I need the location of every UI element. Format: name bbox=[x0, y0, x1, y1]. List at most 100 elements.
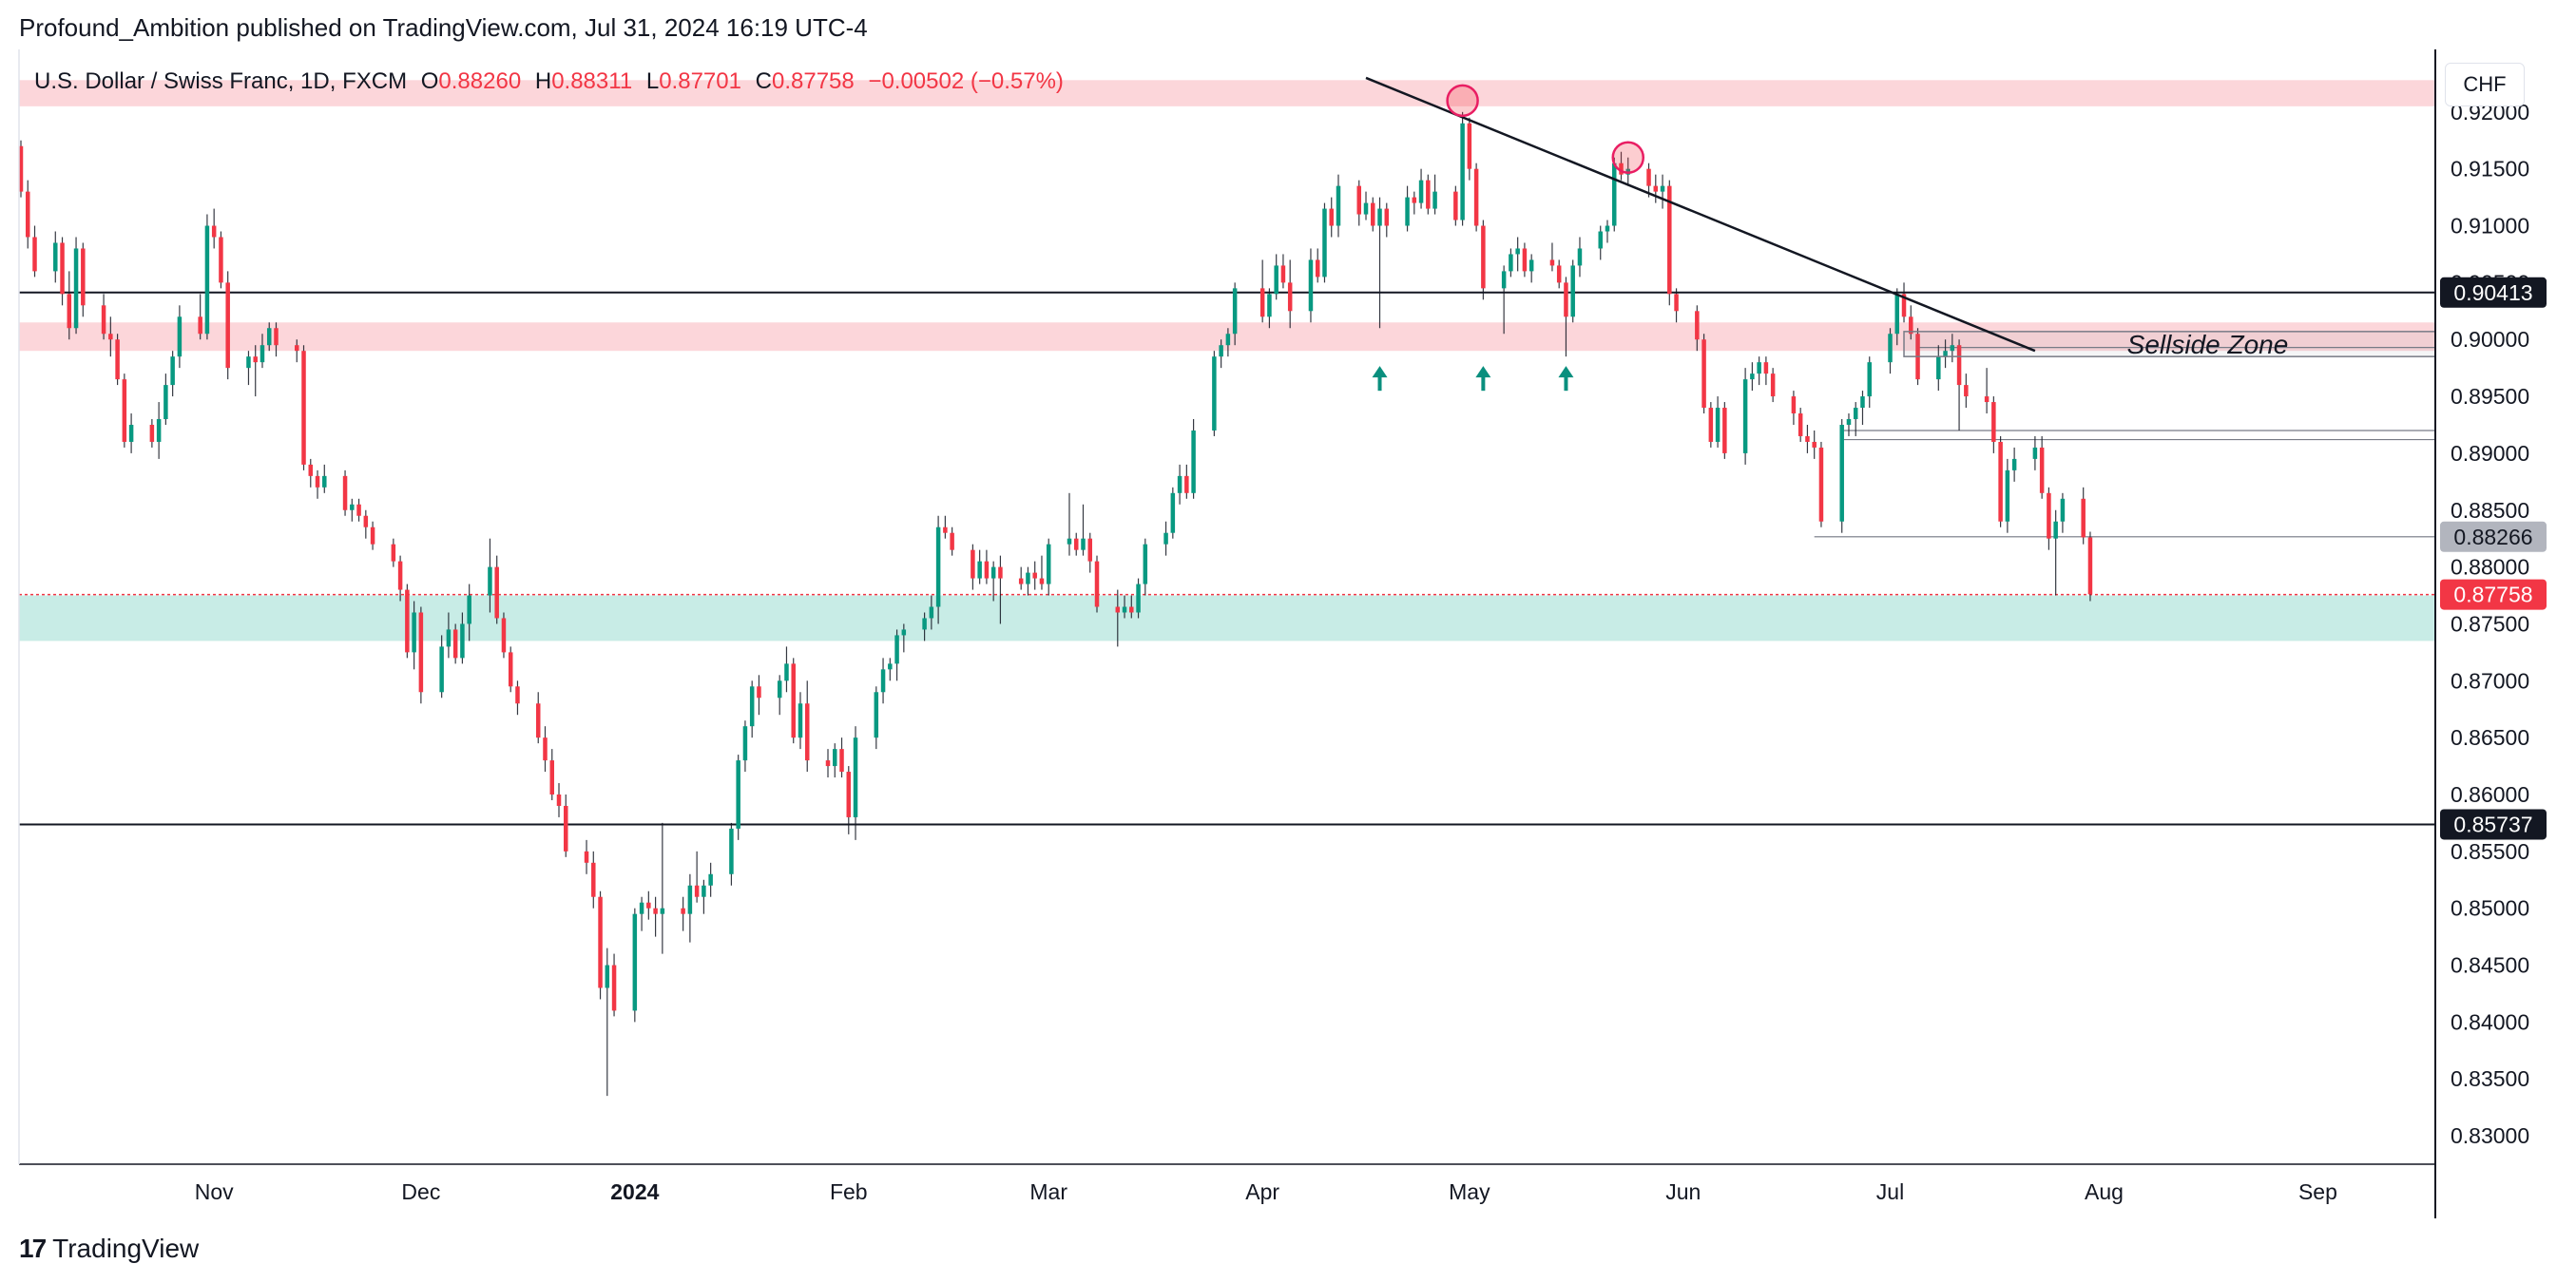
candle bbox=[1163, 521, 1168, 556]
y-tick-label: 0.84000 bbox=[2451, 1009, 2529, 1034]
candle-body-up bbox=[1163, 532, 1168, 545]
candle bbox=[350, 498, 355, 522]
candle bbox=[1750, 362, 1755, 392]
candle-body-down bbox=[342, 475, 348, 510]
candle-body-up bbox=[1046, 544, 1051, 584]
candle bbox=[1212, 351, 1217, 436]
candle bbox=[2039, 435, 2045, 499]
candle-body-down bbox=[2047, 492, 2051, 539]
candle bbox=[356, 498, 361, 522]
candle bbox=[736, 755, 740, 840]
candle bbox=[1405, 185, 1410, 232]
low-label: L bbox=[645, 68, 660, 94]
candle-body-up bbox=[177, 316, 183, 357]
candle-body-up bbox=[1509, 254, 1513, 272]
candle-body-down bbox=[984, 561, 990, 579]
candle-body-down bbox=[1701, 339, 1706, 409]
up-arrow-head bbox=[1475, 366, 1491, 378]
candle-body-up bbox=[1377, 208, 1382, 226]
candle-body-up bbox=[687, 885, 693, 914]
candle bbox=[888, 658, 893, 681]
candle bbox=[1853, 402, 1858, 436]
x-tick-label: Apr bbox=[1245, 1179, 1279, 1204]
candle-body-up bbox=[874, 692, 879, 738]
candle-body-down bbox=[1901, 294, 1907, 317]
candle-body-down bbox=[1556, 265, 1562, 283]
tradingview-logo-icon: 17 bbox=[19, 1234, 47, 1263]
candle-body-down bbox=[1018, 578, 1024, 584]
candle-body-up bbox=[977, 561, 982, 579]
candle bbox=[591, 851, 596, 909]
candle bbox=[1232, 282, 1238, 346]
candle-body-down bbox=[301, 351, 306, 465]
candle-body-up bbox=[1598, 231, 1603, 249]
candle-body-up bbox=[833, 749, 837, 767]
candle-body-up bbox=[1894, 294, 1900, 335]
candle-body-down bbox=[1708, 408, 1714, 442]
candle bbox=[990, 561, 996, 602]
x-tick-label: Dec bbox=[401, 1179, 440, 1204]
candle bbox=[1308, 248, 1314, 323]
candle-body-down bbox=[1184, 475, 1189, 493]
candle-body-up bbox=[798, 703, 803, 738]
candle-body-up bbox=[639, 902, 644, 914]
candle-body-down bbox=[1674, 294, 1679, 312]
candle-body-up bbox=[777, 680, 782, 699]
tradingview-brand: TradingView bbox=[52, 1234, 200, 1263]
candle bbox=[1356, 180, 1362, 226]
candle bbox=[784, 646, 789, 693]
candle bbox=[708, 862, 713, 897]
candle bbox=[342, 469, 348, 516]
candle bbox=[833, 743, 837, 778]
candle bbox=[1412, 191, 1417, 215]
candle bbox=[26, 180, 30, 249]
candle-body-up bbox=[2060, 498, 2066, 522]
candle-body-up bbox=[2053, 521, 2058, 539]
y-tick-label: 0.86500 bbox=[2451, 725, 2529, 750]
candle-body-down bbox=[1453, 191, 1458, 220]
currency-button[interactable]: CHF bbox=[2445, 63, 2525, 106]
candle bbox=[2053, 509, 2058, 596]
x-tick-label: Jul bbox=[1876, 1179, 1904, 1204]
candle bbox=[508, 646, 513, 693]
candle-body-down bbox=[549, 760, 554, 795]
candle bbox=[1136, 578, 1141, 619]
candle-body-up bbox=[1611, 163, 1617, 226]
candle-body-down bbox=[1564, 282, 1568, 317]
candle-body-up bbox=[53, 242, 58, 272]
candle bbox=[971, 544, 975, 590]
up-arrow-icon bbox=[1558, 366, 1574, 392]
candle bbox=[1081, 504, 1086, 556]
candle bbox=[391, 538, 396, 567]
y-tick-label: 0.88000 bbox=[2451, 555, 2529, 580]
candle bbox=[1598, 225, 1603, 260]
tradingview-logo[interactable]: 17 TradingView bbox=[19, 1234, 199, 1264]
candle-body-down bbox=[757, 686, 761, 699]
candle bbox=[1674, 288, 1679, 323]
candle bbox=[535, 692, 541, 744]
candle-body-up bbox=[1418, 180, 1424, 203]
candle-body-down bbox=[839, 749, 844, 773]
candle-body-down bbox=[26, 191, 30, 238]
candle bbox=[1322, 202, 1327, 283]
candle-body-down bbox=[1094, 561, 1100, 607]
candle bbox=[846, 766, 852, 834]
candle-body-down bbox=[501, 618, 507, 653]
candle bbox=[446, 612, 452, 659]
candle-body-down bbox=[1646, 168, 1651, 186]
candle bbox=[1039, 555, 1045, 590]
candle bbox=[467, 584, 471, 642]
candle-body-down bbox=[804, 703, 810, 761]
price-label-box bbox=[2440, 809, 2547, 840]
candle bbox=[60, 237, 65, 306]
candle-body-down bbox=[943, 527, 948, 533]
candle-body-up bbox=[1170, 492, 1176, 533]
candle bbox=[2081, 487, 2086, 545]
candle bbox=[929, 595, 934, 630]
candle bbox=[1722, 402, 1727, 459]
x-tick-label: Sep bbox=[2298, 1179, 2337, 1204]
candle bbox=[1067, 492, 1072, 556]
candle-body-down bbox=[1473, 168, 1479, 226]
candle bbox=[73, 237, 79, 335]
